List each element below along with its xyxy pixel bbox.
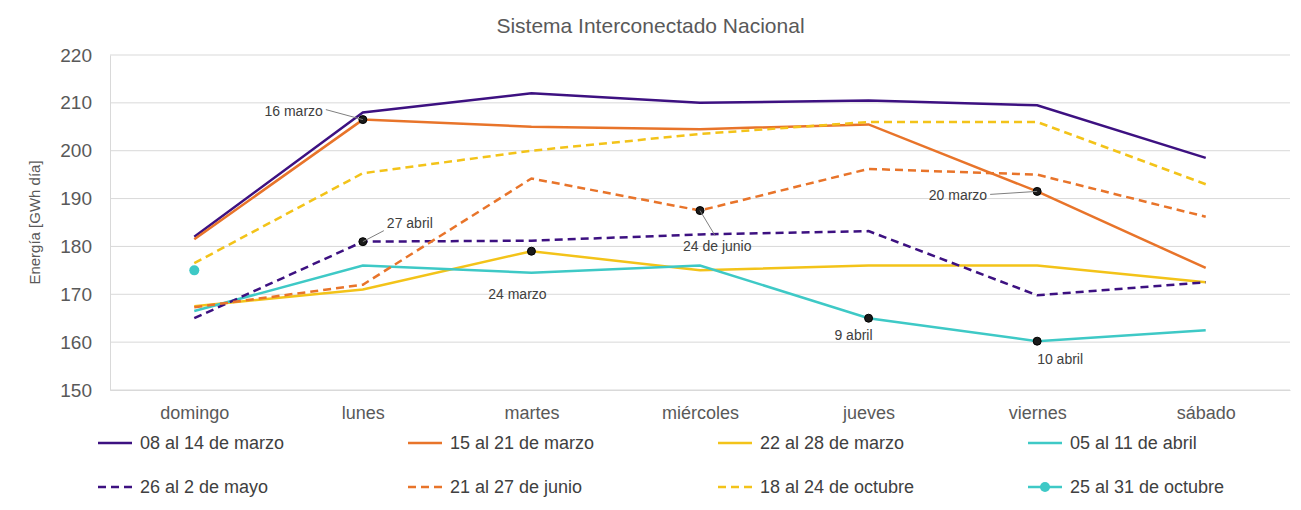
y-tick: 160 bbox=[60, 332, 110, 353]
legend-item: 21 al 27 de junio bbox=[408, 477, 582, 497]
x-tick: jueves bbox=[842, 403, 895, 423]
x-tick-label: miércoles bbox=[662, 403, 739, 423]
annotation-leader bbox=[326, 110, 363, 120]
annotation-leader bbox=[700, 211, 715, 236]
y-axis-title: Energía [GWh día] bbox=[26, 160, 43, 284]
legend-swatch bbox=[1028, 442, 1062, 445]
x-tick: lunes bbox=[342, 403, 385, 423]
grid bbox=[110, 55, 1290, 390]
y-tick: 220 bbox=[60, 45, 110, 66]
x-axis: domingo lunes martes miércoles jueves viernes… bbox=[111, 391, 1291, 423]
y-tick: 180 bbox=[60, 236, 110, 257]
y-tick-label: 200 bbox=[60, 140, 92, 161]
y-tick-label: 160 bbox=[60, 332, 92, 353]
grid-line bbox=[110, 198, 1290, 199]
plot-area bbox=[189, 93, 1205, 345]
legend-item: 08 al 14 de marzo bbox=[98, 433, 284, 453]
grid-line bbox=[110, 390, 1290, 391]
annotation-point bbox=[527, 247, 535, 255]
legend-item: 26 al 2 de mayo bbox=[98, 477, 268, 497]
legend-item: 05 al 11 de abril bbox=[1028, 433, 1197, 453]
legend-swatch bbox=[408, 442, 442, 445]
y-tick-label: 210 bbox=[60, 92, 92, 113]
legend: 08 al 14 de marzo 15 al 21 de marzo 22 al … bbox=[98, 433, 1224, 497]
annotation-point bbox=[865, 314, 873, 322]
annotation-label: 24 de junio bbox=[683, 238, 752, 254]
annotation-label: 27 abril bbox=[387, 215, 433, 231]
legend-label: 26 al 2 de mayo bbox=[140, 477, 268, 497]
x-tick: domingo bbox=[160, 403, 229, 423]
legend-label: 08 al 14 de marzo bbox=[140, 433, 284, 453]
y-axis-line bbox=[110, 56, 111, 391]
chart: Sistema Interconectado Nacional 150 160 170… bbox=[0, 0, 1301, 510]
y-tick-label: 150 bbox=[60, 380, 92, 401]
series-line bbox=[194, 266, 1205, 342]
annotation-point bbox=[1033, 337, 1041, 345]
y-tick: 200 bbox=[60, 140, 110, 161]
legend-swatch bbox=[98, 486, 132, 489]
series-line bbox=[194, 93, 1205, 237]
legend-label: 18 al 24 de octubre bbox=[760, 477, 914, 497]
y-tick-label: 220 bbox=[60, 45, 92, 66]
legend-swatch bbox=[718, 486, 752, 489]
series-line bbox=[194, 231, 1205, 318]
grid-line bbox=[110, 55, 1290, 56]
x-tick-label: lunes bbox=[342, 403, 385, 423]
y-tick: 170 bbox=[60, 284, 110, 305]
series-line bbox=[194, 251, 1205, 306]
legend-swatch bbox=[98, 442, 132, 445]
legend-marker bbox=[1040, 482, 1050, 492]
annotation-label: 24 marzo bbox=[488, 286, 547, 302]
series-line bbox=[194, 122, 1205, 263]
annotation-label: 9 abril bbox=[834, 327, 872, 343]
y-axis: 150 160 170 180 190 200 210 220 bbox=[60, 45, 110, 401]
annotation-leader bbox=[990, 191, 1037, 194]
annotation-label: 20 marzo bbox=[929, 187, 988, 203]
y-tick: 190 bbox=[60, 188, 110, 209]
legend-swatch bbox=[408, 486, 442, 489]
x-tick-label: jueves bbox=[842, 403, 895, 423]
legend-item: 18 al 24 de octubre bbox=[718, 477, 914, 497]
grid-line bbox=[110, 342, 1290, 343]
y-tick-label: 170 bbox=[60, 284, 92, 305]
x-tick: viernes bbox=[1009, 403, 1067, 423]
legend-item: 15 al 21 de marzo bbox=[408, 433, 594, 453]
annotations: 16 marzo 27 abril 24 marzo 24 de junio 9 abr… bbox=[264, 103, 1083, 368]
legend-swatch bbox=[718, 442, 752, 445]
annotation-label: 16 marzo bbox=[264, 103, 323, 119]
x-axis-line bbox=[111, 390, 1291, 391]
x-tick: sábado bbox=[1177, 403, 1236, 423]
x-tick-label: viernes bbox=[1009, 403, 1067, 423]
y-tick-label: 190 bbox=[60, 188, 92, 209]
legend-label: 21 al 27 de junio bbox=[450, 477, 582, 497]
annotation-label: 10 abril bbox=[1037, 351, 1083, 367]
y-tick: 150 bbox=[60, 380, 110, 401]
annotation-leaders bbox=[326, 110, 1037, 242]
legend-label: 05 al 11 de abril bbox=[1070, 433, 1197, 453]
y-tick-label: 180 bbox=[60, 236, 92, 257]
series-marker bbox=[189, 265, 199, 275]
x-tick-label: domingo bbox=[160, 403, 229, 423]
series-line bbox=[194, 169, 1205, 307]
legend-label: 22 al 28 de marzo bbox=[760, 433, 904, 453]
legend-label: 25 al 31 de octubre bbox=[1070, 477, 1224, 497]
y-tick: 210 bbox=[60, 92, 110, 113]
x-tick-label: sábado bbox=[1177, 403, 1236, 423]
x-tick: martes bbox=[504, 403, 559, 423]
legend-item: 25 al 31 de octubre bbox=[1028, 477, 1224, 497]
legend-label: 15 al 21 de marzo bbox=[450, 433, 594, 453]
legend-item: 22 al 28 de marzo bbox=[718, 433, 904, 453]
series-line bbox=[194, 120, 1205, 268]
x-tick: miércoles bbox=[662, 403, 739, 423]
x-tick-label: martes bbox=[504, 403, 559, 423]
title: Sistema Interconectado Nacional bbox=[496, 14, 804, 37]
annotation-leader bbox=[363, 231, 384, 242]
